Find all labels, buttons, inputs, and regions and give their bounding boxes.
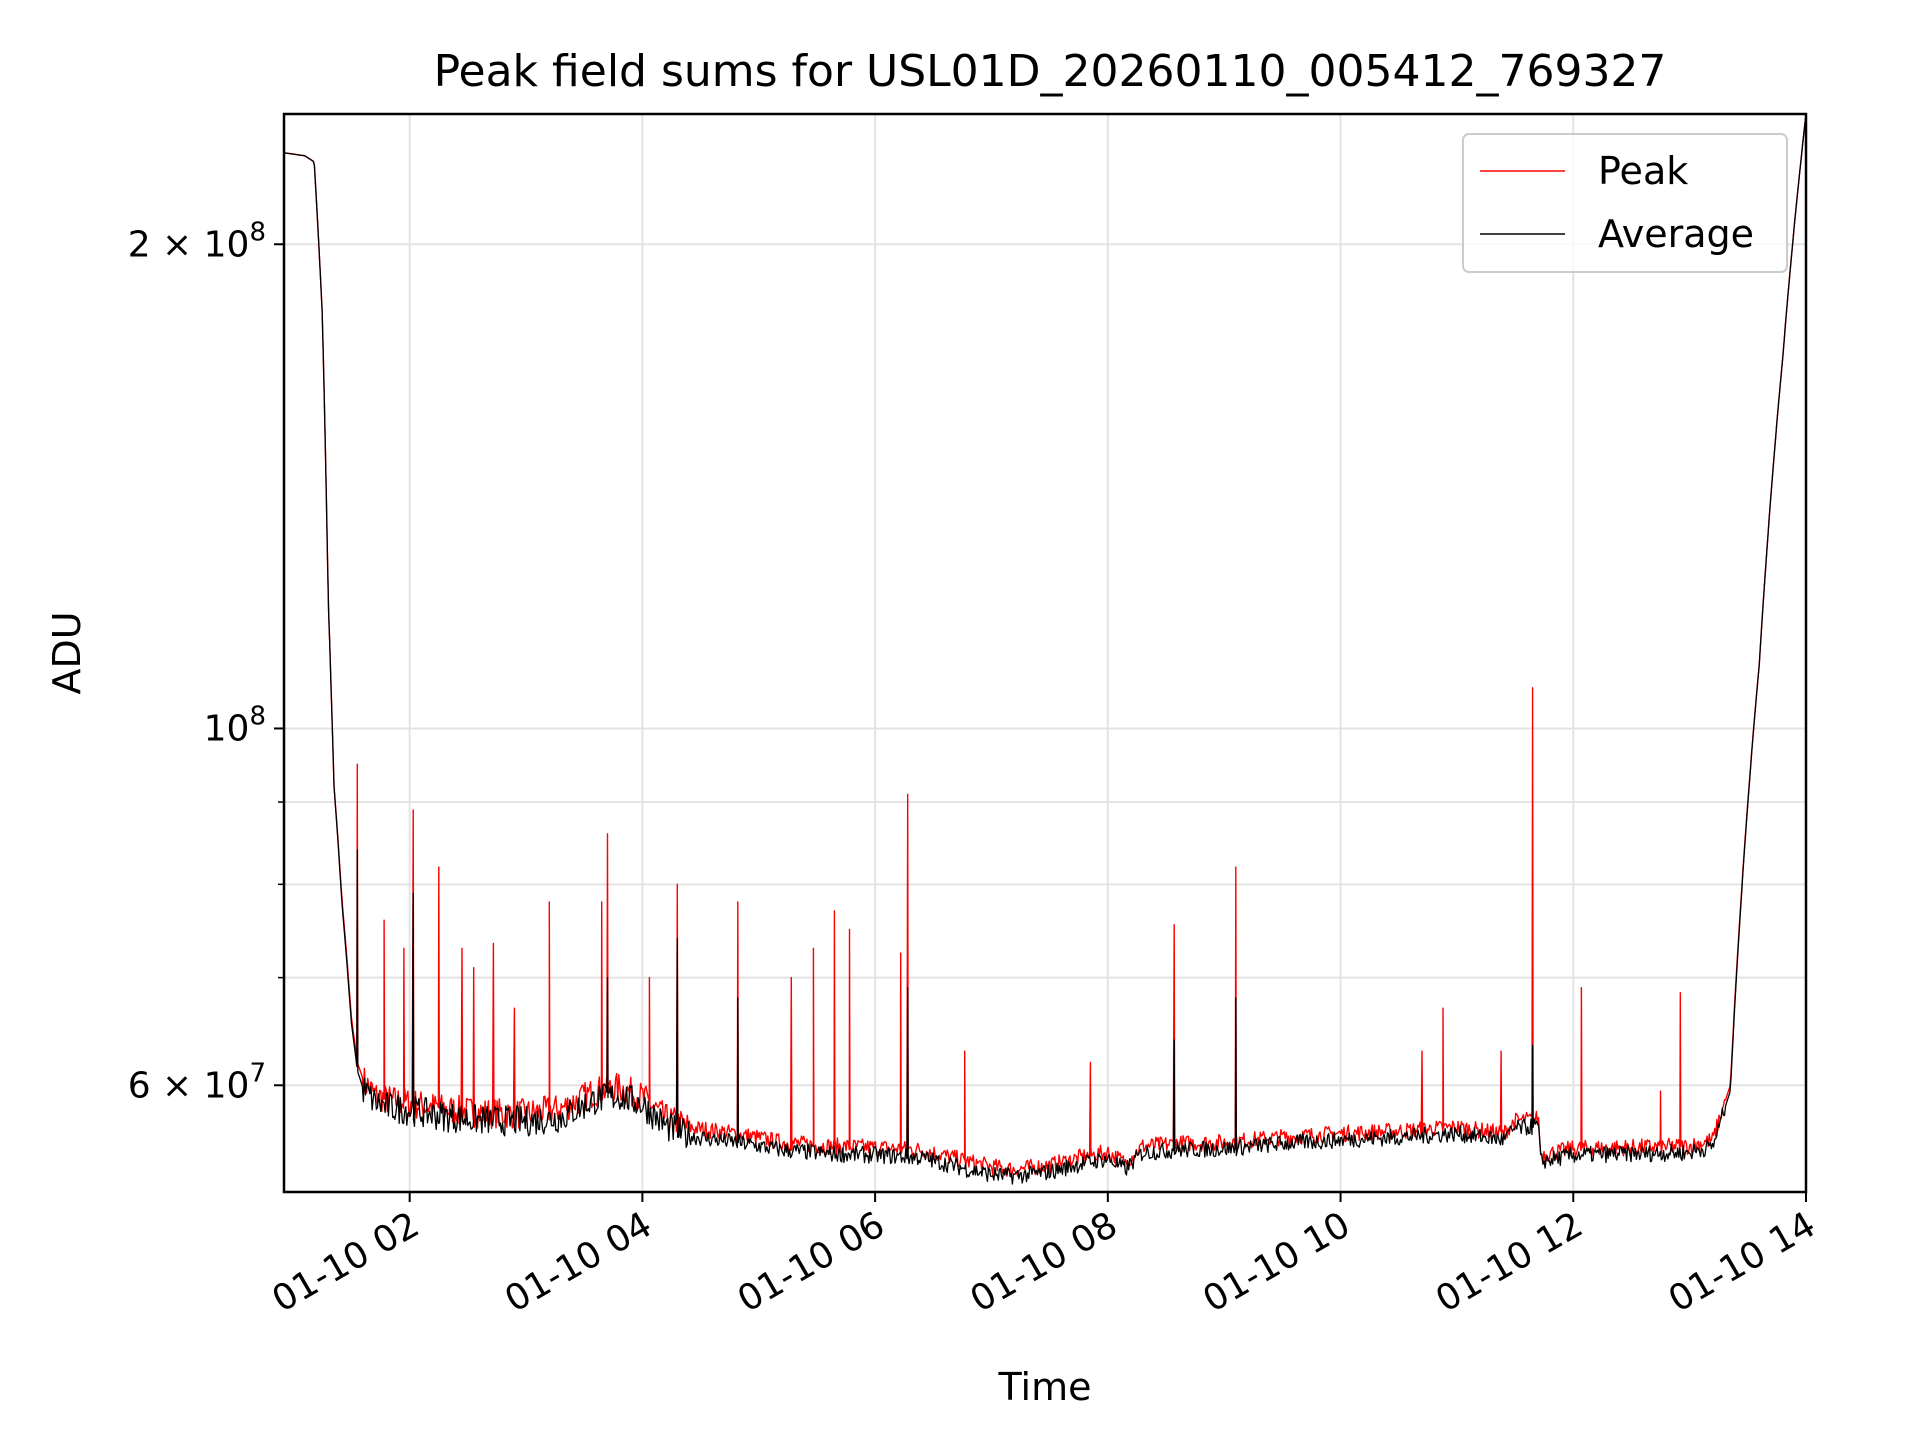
plot-frame xyxy=(282,112,1808,1194)
chart-title: Peak field sums for USL01D_20260110_0054… xyxy=(434,46,1667,97)
legend-peak-label: Peak xyxy=(1598,149,1688,193)
series-line-average xyxy=(283,113,1807,1185)
legend: Peak Average xyxy=(1462,133,1788,273)
y-axis: 6 × 107 108 2 × 108 xyxy=(128,217,284,1106)
series-line-peak xyxy=(283,113,1807,1177)
legend-average-label: Average xyxy=(1598,212,1754,256)
y-axis-label: ADU xyxy=(45,611,89,694)
y-tick-label: 108 xyxy=(204,701,266,749)
series-layer xyxy=(283,113,1807,1185)
y-tick-label: 2 × 108 xyxy=(128,217,266,265)
legend-box xyxy=(1462,133,1788,273)
y-tick-label: 6 × 107 xyxy=(128,1058,266,1106)
x-axis-label: Time xyxy=(998,1365,1092,1409)
